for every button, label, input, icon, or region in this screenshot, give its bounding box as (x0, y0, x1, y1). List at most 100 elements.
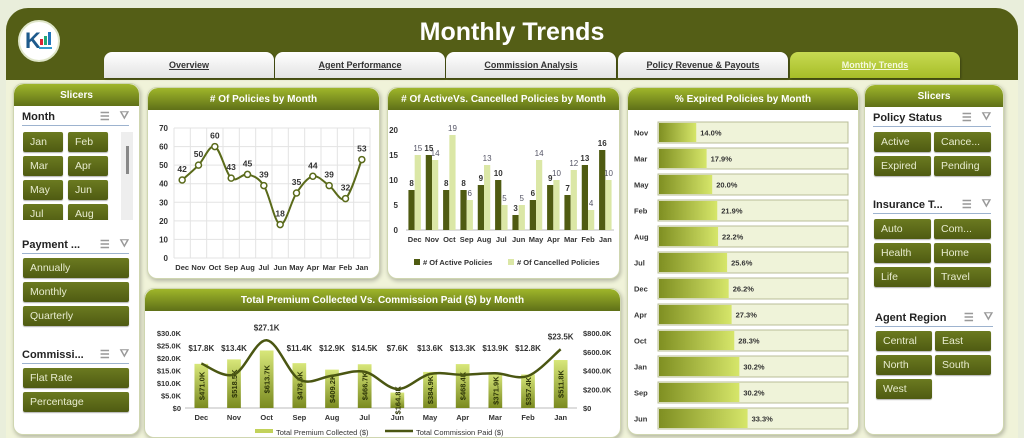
clear-filter-icon[interactable]: ⛛ (981, 111, 991, 123)
chart-title: # Of Policies by Month (148, 88, 379, 110)
status-chip-active[interactable]: Active (874, 132, 931, 152)
status-chip-pending[interactable]: Pending (934, 156, 991, 176)
svg-text:33.3%: 33.3% (752, 415, 774, 424)
svg-text:Feb: Feb (581, 235, 595, 244)
multi-select-icon[interactable]: ☰ (99, 239, 110, 251)
payment-chip-quarterly[interactable]: Quarterly (23, 306, 129, 326)
month-chip-apr[interactable]: Apr (68, 156, 108, 176)
tab-commission-analysis[interactable]: Commission Analysis (446, 52, 616, 78)
svg-text:$13.9K: $13.9K (482, 344, 508, 353)
tab-agent-performance[interactable]: Agent Performance (275, 52, 445, 78)
svg-text:5: 5 (394, 201, 399, 210)
svg-text:Feb: Feb (521, 413, 535, 422)
type-chip-commercial[interactable]: Com... (934, 219, 991, 239)
multi-select-icon[interactable]: ☰ (961, 199, 972, 211)
svg-text:$23.5K: $23.5K (548, 332, 574, 341)
svg-text:Jul: Jul (258, 263, 269, 272)
payment-slicer-header: Payment ... ☰ ⛛ (22, 234, 129, 254)
region-chip-west[interactable]: West (876, 379, 932, 399)
svg-text:18: 18 (275, 209, 285, 219)
clear-filter-icon[interactable]: ⛛ (119, 110, 129, 122)
svg-text:$30.0K: $30.0K (157, 329, 182, 338)
region-chip-south[interactable]: South (935, 355, 991, 375)
clear-filter-icon[interactable]: ⛛ (119, 238, 129, 250)
svg-text:60: 60 (210, 131, 220, 141)
svg-text:44: 44 (308, 160, 318, 170)
chart-title: # Of ActiveVs. Cancelled Policies by Mon… (388, 88, 619, 110)
svg-text:4: 4 (589, 199, 594, 208)
logo-icon: K (25, 28, 52, 53)
svg-text:May: May (289, 263, 304, 272)
svg-text:Apr: Apr (456, 413, 469, 422)
status-chip-expired[interactable]: Expired (874, 156, 931, 176)
svg-text:May: May (634, 181, 649, 190)
svg-text:$164.8K: $164.8K (393, 386, 402, 415)
region-chip-east[interactable]: East (935, 331, 991, 351)
active-vs-cancelled-chart: # Of ActiveVs. Cancelled Policies by Mon… (387, 87, 620, 279)
multi-select-icon[interactable]: ☰ (99, 111, 110, 123)
month-chip-jan[interactable]: Jan (23, 132, 63, 152)
svg-text:8: 8 (409, 179, 414, 188)
svg-text:Apr: Apr (306, 263, 319, 272)
svg-text:Jul: Jul (634, 259, 645, 268)
svg-text:70: 70 (159, 124, 168, 133)
multi-select-icon[interactable]: ☰ (99, 349, 110, 361)
tab-overview[interactable]: Overview (104, 52, 274, 78)
month-slicer-scrollbar[interactable] (121, 132, 133, 220)
svg-text:$15.0K: $15.0K (157, 367, 182, 376)
region-chip-central[interactable]: Central (876, 331, 932, 351)
svg-text:$13.4K: $13.4K (221, 344, 247, 353)
tab-monthly-trends[interactable]: Monthly Trends (790, 52, 960, 78)
month-chip-jul[interactable]: Jul (23, 204, 63, 220)
status-chip-cancelled[interactable]: Cance... (934, 132, 991, 152)
payment-chip-monthly[interactable]: Monthly (23, 282, 129, 302)
svg-text:$518.5K: $518.5K (230, 369, 239, 398)
svg-text:45: 45 (243, 158, 253, 168)
clear-filter-icon[interactable]: ⛛ (983, 311, 993, 323)
svg-text:15: 15 (424, 144, 433, 153)
month-chip-may[interactable]: May (23, 180, 63, 200)
type-chip-home[interactable]: Home (934, 243, 991, 263)
svg-text:Jul: Jul (359, 413, 370, 422)
svg-text:Aug: Aug (634, 233, 649, 242)
page-title: Monthly Trends (419, 18, 605, 46)
svg-text:32: 32 (341, 183, 351, 193)
svg-text:39: 39 (259, 170, 269, 180)
month-chip-mar[interactable]: Mar (23, 156, 63, 176)
type-chip-travel[interactable]: Travel (934, 267, 991, 287)
clear-filter-icon[interactable]: ⛛ (119, 348, 129, 360)
svg-text:50: 50 (194, 149, 204, 159)
type-chip-health[interactable]: Health (874, 243, 931, 263)
svg-text:12: 12 (569, 159, 578, 168)
month-chip-feb[interactable]: Feb (68, 132, 108, 152)
svg-text:Sep: Sep (460, 235, 474, 244)
svg-text:Jun: Jun (512, 235, 526, 244)
commission-chip-percentage[interactable]: Percentage (23, 392, 129, 412)
month-chip-jun[interactable]: Jun (68, 180, 108, 200)
multi-select-icon[interactable]: ☰ (961, 112, 972, 124)
svg-text:$478.5K: $478.5K (295, 371, 304, 400)
svg-text:$25.0K: $25.0K (157, 342, 182, 351)
multi-select-icon[interactable]: ☰ (963, 312, 974, 324)
svg-text:5: 5 (502, 194, 507, 203)
svg-text:May: May (423, 413, 438, 422)
clear-filter-icon[interactable]: ⛛ (981, 198, 991, 210)
svg-text:9: 9 (548, 174, 553, 183)
policy-status-items: Active Cance... Expired Pending (874, 132, 991, 176)
region-chip-north[interactable]: North (876, 355, 932, 375)
svg-text:Jan: Jan (355, 263, 368, 272)
tab-policy-revenue-payouts[interactable]: Policy Revenue & Payouts (618, 52, 788, 78)
type-chip-auto[interactable]: Auto (874, 219, 931, 239)
svg-text:20: 20 (159, 217, 168, 226)
svg-text:$600.0K: $600.0K (583, 348, 612, 357)
month-chip-aug[interactable]: Aug (68, 204, 108, 220)
svg-text:14.0%: 14.0% (700, 129, 722, 138)
svg-text:30: 30 (159, 198, 168, 207)
svg-text:0: 0 (164, 254, 169, 263)
svg-text:10: 10 (159, 235, 168, 244)
payment-chip-annually[interactable]: Annually (23, 258, 129, 278)
svg-text:Jun: Jun (273, 263, 287, 272)
type-chip-life[interactable]: Life (874, 267, 931, 287)
commission-chip-flat-rate[interactable]: Flat Rate (23, 368, 129, 388)
scrollbar-thumb[interactable] (126, 146, 129, 174)
